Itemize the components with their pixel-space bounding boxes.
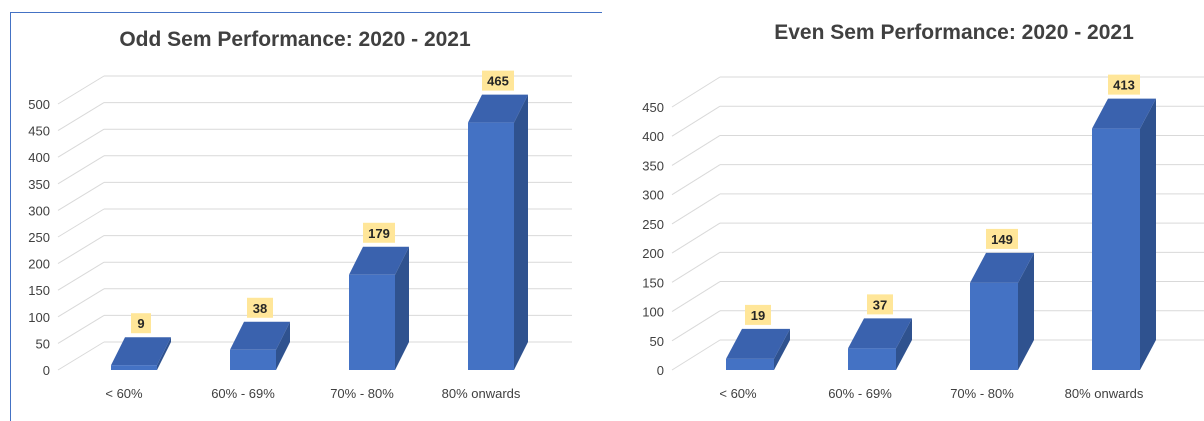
gridline-diagonal [671, 251, 721, 283]
data-label-box [986, 228, 1018, 249]
data-label-box [1108, 74, 1140, 95]
data-label-box [131, 313, 151, 334]
y-tick-label: 250 [642, 217, 664, 232]
y-tick-label: 350 [642, 158, 664, 173]
x-category-label: 60% - 69% [211, 386, 275, 401]
bar [468, 122, 514, 371]
x-category-label: < 60% [105, 386, 143, 401]
gridline-diagonal [57, 181, 105, 211]
gridline-diagonal [671, 310, 721, 342]
y-tick-label: 300 [642, 188, 664, 203]
gridline-diagonal [671, 76, 721, 108]
bar-side [896, 318, 912, 370]
x-category-label: 60% - 69% [828, 386, 892, 401]
bar-side [774, 328, 790, 370]
y-tick-label: 200 [642, 246, 664, 261]
bar-top [848, 318, 912, 349]
bar-top [230, 321, 290, 350]
y-tick-label: 300 [28, 203, 50, 218]
x-category-label: < 60% [719, 386, 757, 401]
gridline-diagonal [57, 341, 105, 371]
data-label-box [482, 70, 514, 91]
gridline-diagonal [57, 261, 105, 291]
x-category-label: 80% onwards [442, 386, 521, 401]
data-label: 38 [253, 301, 267, 316]
y-tick-label: 450 [642, 100, 664, 115]
y-tick-label: 0 [657, 363, 664, 378]
bar-side [1018, 252, 1034, 370]
y-tick-label: 100 [28, 310, 50, 325]
even-sem-chart: Even Sem Performance: 2020 - 2021 0 50 100… [642, 21, 1204, 401]
bar-top [726, 328, 790, 359]
gridline-diagonal [671, 281, 721, 312]
bar [349, 274, 395, 370]
bar-top [468, 94, 528, 123]
data-label-box [867, 294, 893, 315]
bar [726, 358, 774, 370]
data-label: 413 [1113, 78, 1135, 93]
bar [848, 348, 896, 370]
gridline-diagonal [671, 135, 721, 166]
bar-top [349, 246, 409, 275]
y-tick-label: 250 [28, 230, 50, 245]
y-tick-label: 50 [650, 334, 664, 349]
bar-side [276, 321, 290, 370]
chart-panel-even-sem: Even Sem Performance: 2020 - 2021 0 50 100… [602, 0, 1204, 421]
y-tick-label: 150 [642, 275, 664, 290]
bar [970, 282, 1018, 370]
data-label: 465 [487, 74, 509, 89]
gridline-diagonal [57, 102, 105, 132]
data-label: 37 [873, 297, 887, 312]
plot-area: 0 50 100 150 200 250 300 350 400 450 19 < 60% 37 60% … [642, 74, 1204, 401]
y-tick-label: 50 [36, 336, 50, 351]
bar [1092, 128, 1140, 370]
x-category-label: 70% - 80% [330, 386, 394, 401]
bar-top [111, 337, 171, 366]
gridline-diagonal [671, 164, 721, 196]
gridline-diagonal [671, 105, 721, 137]
data-label: 9 [137, 316, 144, 331]
bar-side [395, 246, 409, 370]
chart-title: Odd Sem Performance: 2020 - 2021 [119, 28, 471, 51]
y-tick-label: 200 [28, 257, 50, 272]
gridline-diagonal [57, 235, 105, 265]
odd-sem-chart: Odd Sem Performance: 2020 - 2021 0 50 100 1… [28, 28, 572, 401]
y-tick-label: 0 [43, 363, 50, 378]
y-tick-label: 400 [642, 129, 664, 144]
bar-side [1140, 98, 1156, 370]
gridline-diagonal [57, 208, 105, 238]
bar-top [970, 252, 1034, 283]
y-tick-label: 100 [642, 305, 664, 320]
y-tick-label: 150 [28, 283, 50, 298]
bar-side [157, 337, 171, 370]
gridline-diagonal [57, 155, 105, 185]
data-label: 179 [368, 226, 390, 241]
bar [230, 349, 276, 370]
y-tick-label: 350 [28, 177, 50, 192]
data-label-box [363, 222, 395, 243]
y-tick-label: 450 [28, 124, 50, 139]
gridline-diagonal [57, 314, 105, 344]
chart-title: Even Sem Performance: 2020 - 2021 [774, 21, 1134, 44]
y-tick-label: 400 [28, 150, 50, 165]
gridline-diagonal [57, 128, 105, 158]
gridline-diagonal [57, 75, 105, 105]
data-label: 149 [991, 232, 1013, 247]
bar-side [514, 94, 528, 371]
bar [111, 365, 157, 370]
plot-area: 0 50 100 150 200 250 300 350 400 450 500 9 < 60% 38 60… [28, 70, 572, 401]
gridline-diagonal [671, 193, 721, 225]
bar-top [1092, 98, 1156, 129]
gridline-diagonal [57, 288, 105, 318]
chart-panel-odd-sem: Odd Sem Performance: 2020 - 2021 0 50 100 1… [10, 12, 608, 421]
x-category-label: 70% - 80% [950, 386, 1014, 401]
x-category-label: 80% onwards [1065, 386, 1144, 401]
gridline-diagonal [671, 222, 721, 254]
data-label: 19 [751, 308, 765, 323]
data-label-box [745, 304, 771, 325]
data-label-box [247, 297, 273, 318]
y-tick-label: 500 [28, 97, 50, 112]
gridline-diagonal [671, 339, 721, 371]
